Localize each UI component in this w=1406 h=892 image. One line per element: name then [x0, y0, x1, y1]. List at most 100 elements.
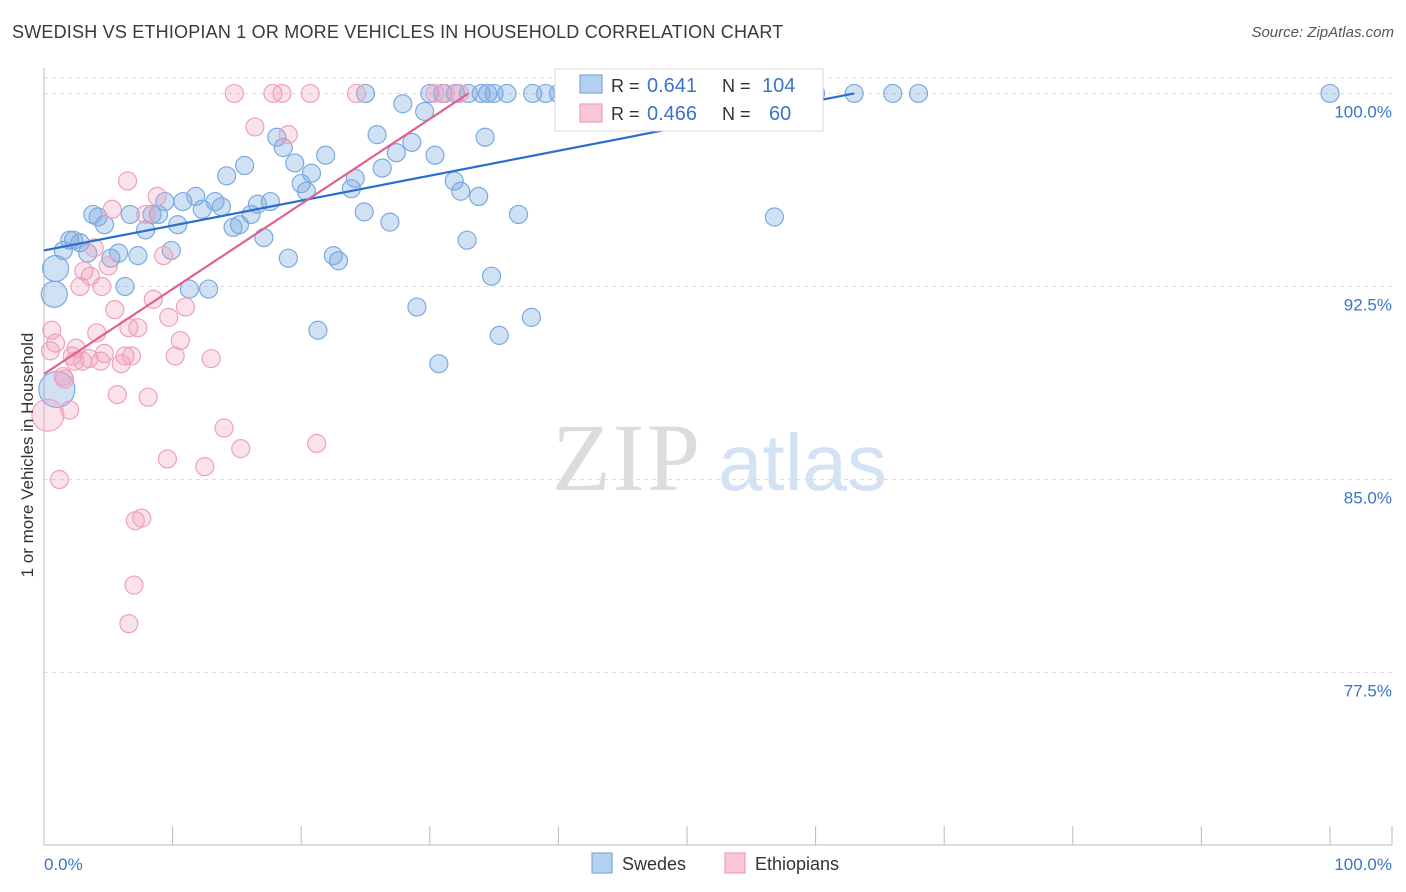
watermark-atlas: atlas	[718, 418, 887, 507]
swedes-point	[372, 158, 392, 178]
ethiopians-point	[147, 186, 167, 207]
legend-r-value: 0.466	[647, 103, 697, 125]
swedes-point	[128, 246, 148, 266]
chart-title: SWEDISH VS ETHIOPIAN 1 OR MORE VEHICLES …	[12, 22, 784, 42]
swedes-point	[316, 145, 336, 165]
legend-r-label: R =	[611, 104, 640, 124]
swedes-point	[451, 181, 471, 201]
legend-swatch-swedes	[579, 74, 603, 94]
swedes-point	[764, 207, 785, 227]
swedes-point	[78, 243, 98, 263]
ethiopians-point	[90, 351, 111, 371]
y-tick-label: 92.5%	[1344, 295, 1392, 314]
swedes-point	[308, 320, 328, 340]
ethiopians-point	[132, 508, 152, 528]
ethiopians-point	[107, 384, 127, 405]
swedes-point	[217, 166, 237, 186]
y-tick-label: 100.0%	[1334, 102, 1392, 121]
source-label: Source: ZipAtlas.com	[1251, 24, 1394, 41]
swedes-point	[415, 101, 435, 122]
ethiopians-trend-line	[43, 92, 469, 375]
ethiopians-point	[272, 83, 292, 104]
ethiopians-point	[195, 457, 215, 477]
ethiopians-point	[153, 246, 174, 266]
swedes-point	[908, 83, 929, 104]
x-tick-label: 0.0%	[44, 855, 83, 874]
ethiopians-point	[70, 276, 90, 297]
y-tick-label: 85.0%	[1344, 489, 1392, 508]
swedes-point	[457, 230, 477, 250]
swedes-point	[115, 276, 135, 297]
swedes-point	[380, 212, 400, 232]
y-tick-label: 77.5%	[1344, 682, 1392, 701]
watermark-zip: ZIP	[552, 404, 702, 511]
ethiopians-point	[42, 320, 62, 340]
ethiopians-point	[124, 575, 144, 595]
swedes-point	[469, 186, 489, 207]
ethiopians-point	[201, 348, 221, 369]
ethiopians-point	[40, 341, 61, 361]
swedes-point	[199, 279, 219, 299]
ethiopians-point	[115, 346, 135, 366]
ethiopians-point	[346, 83, 367, 104]
swedes-point	[328, 251, 349, 271]
swedes-point	[301, 163, 322, 183]
swedes-point	[285, 153, 305, 173]
swedes-point	[235, 155, 255, 176]
bottom-legend-label-swedes: Swedes	[622, 854, 686, 874]
swedes-point	[108, 243, 129, 263]
swedes-point	[267, 127, 287, 147]
swedes-point	[521, 307, 541, 327]
ethiopians-point	[175, 297, 196, 317]
swedes-point	[497, 83, 517, 104]
swedes-point	[402, 132, 422, 152]
bottom-legend-swatch-swedes	[591, 852, 613, 874]
swedes-point	[273, 137, 293, 158]
ethiopians-point	[31, 398, 65, 432]
swedes-point	[478, 83, 498, 104]
swedes-point	[1320, 83, 1340, 104]
ethiopians-point	[53, 366, 73, 387]
bottom-legend-swatch-ethiopians	[724, 852, 746, 874]
swedes-point	[475, 127, 495, 147]
swedes-points	[38, 83, 1340, 409]
legend-swatch-ethiopians	[579, 103, 603, 123]
ethiopians-point	[425, 83, 445, 104]
ethiopians-point	[231, 439, 251, 459]
y-axis-label: 1 or more Vehicles in Household	[18, 333, 37, 578]
legend-r-value: 0.641	[647, 75, 697, 97]
ethiopians-point	[135, 204, 156, 225]
swedes-point	[94, 215, 115, 235]
swedes-point	[40, 280, 68, 308]
ethiopians-point	[307, 433, 327, 454]
swedes-point	[254, 227, 274, 248]
swedes-point	[205, 191, 225, 212]
swedes-point	[429, 354, 449, 374]
swedes-point	[142, 204, 162, 225]
swedes-point	[535, 83, 556, 104]
swedes-point	[278, 248, 298, 268]
swedes-point	[481, 266, 502, 286]
swedes-point	[211, 197, 232, 217]
swedes-point	[354, 202, 374, 222]
swedes-point	[120, 204, 140, 225]
ethiopians-point	[49, 469, 70, 490]
legend-n-label: N =	[722, 76, 751, 96]
ethiopians-point	[224, 83, 244, 104]
ethiopians-point	[300, 83, 320, 104]
swedes-point	[38, 370, 76, 409]
swedes-point	[489, 325, 509, 345]
ethiopians-point	[105, 300, 125, 320]
swedes-point	[367, 125, 387, 145]
legend-n-label: N =	[722, 104, 751, 124]
x-tick-labels: 0.0% 100.0%	[44, 855, 1392, 874]
swedes-point	[883, 83, 903, 104]
watermark: ZIP atlas	[552, 404, 887, 511]
ethiopians-point	[128, 318, 148, 338]
legend-box: R = 0.641 N = 104 R = 0.466 N = 60	[554, 68, 824, 132]
ethiopians-point	[435, 83, 455, 104]
ethiopians-point	[79, 348, 99, 369]
axes	[43, 68, 1393, 846]
legend-n-value: 104	[762, 75, 795, 97]
